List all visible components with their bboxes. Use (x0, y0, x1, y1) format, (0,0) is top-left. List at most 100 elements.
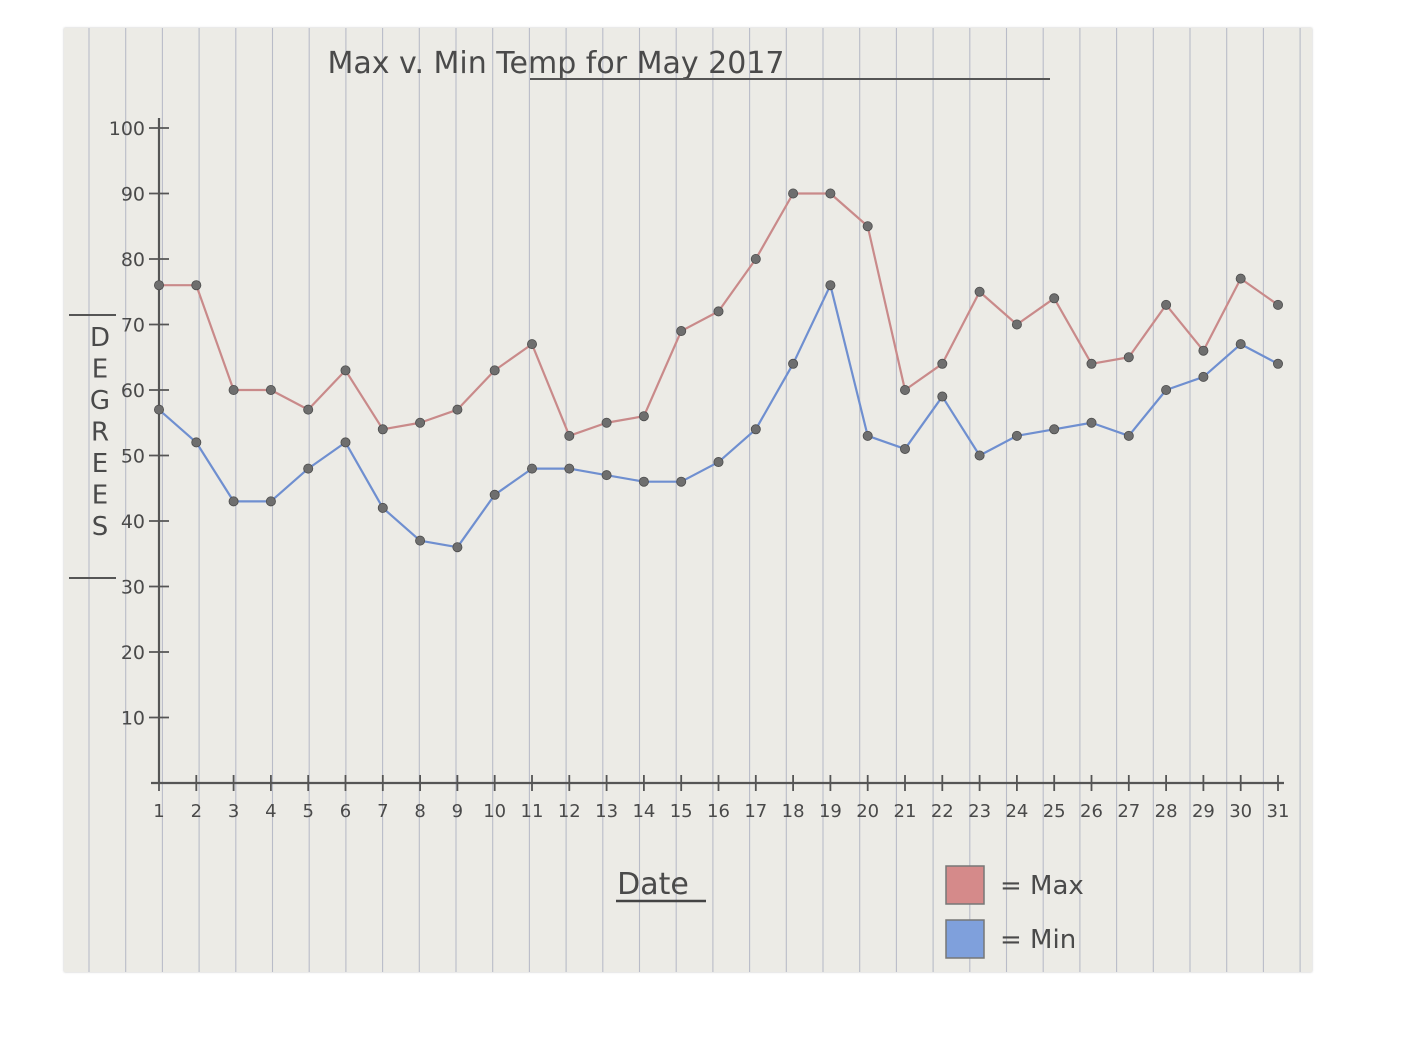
data-point-min (601, 470, 612, 481)
x-tick-label: 28 (1155, 801, 1178, 822)
x-tick-label: 10 (483, 801, 506, 822)
paper-ruled-lines (88, 28, 1301, 972)
y-label-letter: E (92, 481, 108, 511)
x-tick-label: 8 (414, 801, 425, 822)
data-point-min (974, 450, 985, 461)
x-tick-label: 13 (595, 801, 618, 822)
data-point-max (788, 188, 799, 199)
data-point-min (564, 463, 575, 474)
y-tick-label: 100 (109, 118, 145, 140)
data-point-min (1049, 424, 1060, 435)
x-tick-label: 12 (558, 801, 581, 822)
y-tick-label: 50 (121, 446, 145, 468)
data-point-max (601, 417, 612, 428)
data-point-max (1123, 352, 1134, 363)
data-point-max (1161, 299, 1172, 310)
data-point-max (676, 326, 687, 337)
x-tick-label: 15 (670, 801, 693, 822)
x-tick-label: 19 (819, 801, 842, 822)
data-point-max (974, 286, 985, 297)
data-point-min (191, 437, 202, 448)
data-point-min (1086, 417, 1097, 428)
data-point-min (303, 463, 314, 474)
x-tick-label: 30 (1229, 801, 1252, 822)
data-point-max (937, 358, 948, 369)
data-point-max (862, 221, 873, 232)
data-point-min (415, 535, 426, 546)
data-point-min (862, 430, 873, 441)
data-point-max (900, 384, 911, 395)
data-point-max (526, 339, 537, 350)
data-point-max (638, 411, 649, 422)
data-point-min (825, 280, 836, 291)
x-tick-label: 9 (452, 801, 463, 822)
x-tick-label: 21 (894, 801, 917, 822)
data-point-max (489, 365, 500, 376)
data-point-max (564, 430, 575, 441)
notebook-paper: 10 20 30 40 50 60 70 80 90 100 1 2 3 4 5 6 7 8 9 10 11 12 13 14… (64, 28, 1312, 972)
legend-label: = Min (1000, 925, 1076, 955)
legend-label: = Max (1000, 871, 1084, 901)
data-point-max (1198, 345, 1209, 356)
data-point-min (265, 496, 276, 507)
y-tick-label: 60 (121, 380, 145, 402)
data-point-max (1049, 293, 1060, 304)
data-point-max (228, 384, 239, 395)
x-tick-label: 2 (191, 801, 202, 822)
y-tick-label: 70 (121, 315, 145, 337)
x-tick-label: 22 (931, 801, 954, 822)
data-point-min (1273, 358, 1284, 369)
data-point-min (638, 476, 649, 487)
data-point-min (526, 463, 537, 474)
series-line-min (158, 284, 1279, 549)
data-point-min (1161, 384, 1172, 395)
data-point-min (228, 496, 239, 507)
y-label-letter: S (92, 512, 109, 542)
data-point-max (191, 280, 202, 291)
x-tick-label: 3 (228, 801, 239, 822)
x-tick-label: 29 (1192, 801, 1215, 822)
x-tick-label: 23 (968, 801, 991, 822)
x-tick-label: 26 (1080, 801, 1103, 822)
y-tick-label: 90 (121, 184, 145, 206)
y-tick-label: 80 (121, 249, 145, 271)
data-point-min (452, 542, 463, 553)
data-point-min (489, 489, 500, 500)
x-tick-label: 27 (1117, 801, 1140, 822)
data-point-min (377, 502, 388, 513)
x-tick-label: 25 (1043, 801, 1066, 822)
x-tick-label: 16 (707, 801, 730, 822)
data-point-min (1198, 371, 1209, 382)
data-point-min (750, 424, 761, 435)
data-point-max (340, 365, 351, 376)
x-tick-label: 17 (744, 801, 767, 822)
y-label-letter: G (90, 386, 110, 416)
data-point-max (713, 306, 724, 317)
x-axis-label: Date (617, 867, 689, 902)
legend-swatch (945, 919, 985, 959)
y-tick-label: 30 (121, 577, 145, 599)
chart-legend: = Max = Min (945, 865, 1084, 959)
x-tick-label: 24 (1005, 801, 1028, 822)
y-label-letter: R (91, 418, 109, 448)
x-tick-label: 5 (302, 801, 313, 822)
data-point-min (1235, 339, 1246, 350)
data-point-max (750, 253, 761, 264)
x-tick-label: 11 (521, 801, 544, 822)
data-point-max (1086, 358, 1097, 369)
data-point-max (265, 384, 276, 395)
chart-axes (151, 118, 1284, 785)
data-point-max (377, 424, 388, 435)
y-label-letter: E (92, 355, 108, 385)
x-tick-label: 20 (856, 801, 879, 822)
data-point-min (340, 437, 351, 448)
x-tick-label: 14 (632, 801, 655, 822)
data-point-min (676, 476, 687, 487)
x-tick-label: 18 (782, 801, 805, 822)
data-point-max (1235, 273, 1246, 284)
x-tick-label: 7 (377, 801, 388, 822)
data-point-max (825, 188, 836, 199)
